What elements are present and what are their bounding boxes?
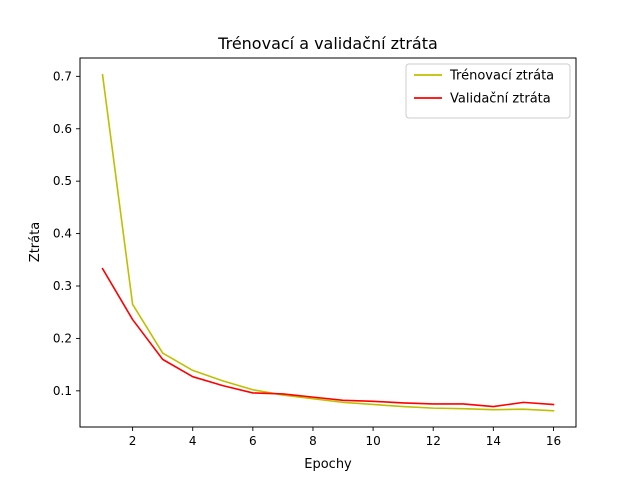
x-tick-label: 12 (426, 434, 441, 448)
x-tick-label: 4 (189, 434, 197, 448)
y-tick-label: 0.1 (53, 384, 72, 398)
x-tick-label: 16 (546, 434, 561, 448)
x-tick-label: 6 (249, 434, 257, 448)
y-tick-label: 0.4 (53, 227, 72, 241)
y-tick-label: 0.6 (53, 122, 72, 136)
y-tick-label: 0.5 (53, 174, 72, 188)
series-layer (101, 73, 555, 412)
y-tick-label: 0.3 (53, 279, 72, 293)
series-line-0 (101, 73, 555, 412)
y-axis-label: Ztráta (28, 222, 43, 262)
legend: Trénovací ztráta Validační ztráta (405, 63, 571, 119)
series-line-1 (101, 267, 555, 408)
y-tick-label: 0.2 (53, 331, 72, 345)
x-tick-label: 2 (129, 434, 137, 448)
y-axis: 0.1 0.2 0.3 0.4 0.5 0.6 0.7 (53, 69, 80, 398)
legend-label-1: Validační ztráta (450, 92, 551, 107)
legend-box (405, 63, 571, 119)
plot-area-frame (79, 57, 577, 428)
x-tick-label: 14 (486, 434, 501, 448)
legend-label-0: Trénovací ztráta (449, 69, 554, 84)
chart-title: Trénovací a validační ztráta (217, 34, 438, 53)
x-tick-label: 8 (309, 434, 317, 448)
x-axis: 2 4 6 8 10 12 14 16 (129, 427, 561, 448)
x-tick-label: 10 (365, 434, 380, 448)
x-axis-label: Epochy (304, 457, 352, 472)
y-tick-label: 0.7 (53, 69, 72, 83)
